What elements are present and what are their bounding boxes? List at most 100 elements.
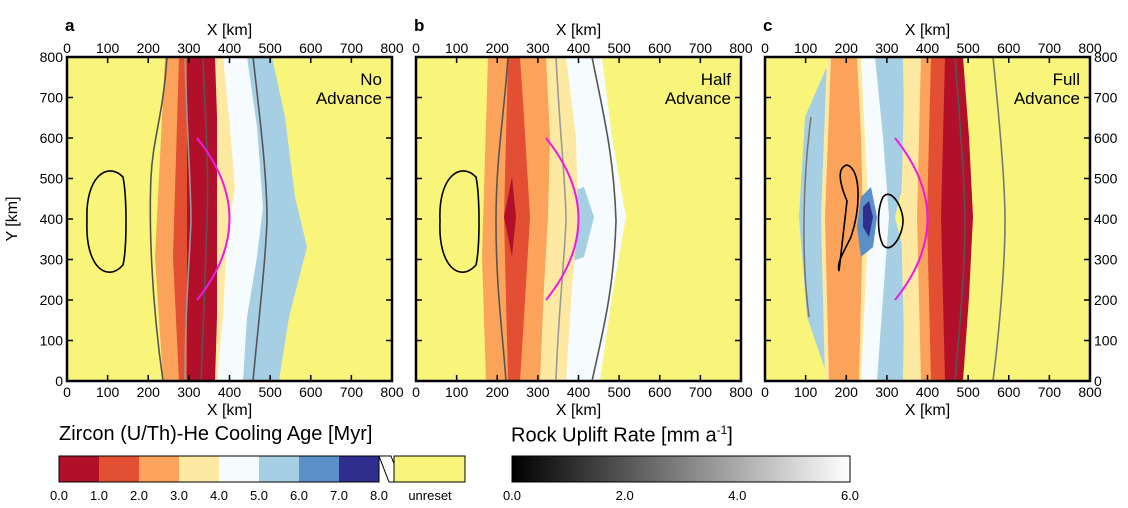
x-axis-label-top: X [km] <box>905 22 950 39</box>
age-legend-swatch <box>219 456 259 482</box>
age-legend-swatch <box>59 456 99 482</box>
x-tick-label-bottom: 800 <box>1078 384 1102 400</box>
age-band-region <box>863 201 873 237</box>
x-tick-label-top: 500 <box>258 40 282 56</box>
x-tick-label-top: 0 <box>761 40 769 56</box>
y-tick-label-right: 0 <box>1094 373 1102 389</box>
panel-annotation-line2: Advance <box>1014 89 1080 108</box>
x-tick-label-top: 300 <box>526 40 550 56</box>
panel-annotation-line2: Advance <box>316 89 382 108</box>
panel-annotation-line1: Full <box>1053 70 1080 89</box>
x-tick-label-bottom: 600 <box>997 384 1021 400</box>
uplift-legend-tick: 6.0 <box>841 488 859 503</box>
x-tick-label-bottom: 700 <box>1038 384 1062 400</box>
x-tick-label-top: 400 <box>218 40 242 56</box>
panel-b: 0 0 100 100 200 200 300 300 400 400 500 500 600 600 70… <box>412 16 753 419</box>
x-tick-label-bottom: 300 <box>875 384 899 400</box>
age-band-region <box>504 57 530 381</box>
uplift-legend-title-sup: -1 <box>716 423 728 437</box>
panel-letter: b <box>414 16 424 35</box>
panel-content <box>67 57 392 381</box>
x-tick-label-bottom: 0 <box>412 384 420 400</box>
fault-trace <box>545 137 580 301</box>
x-tick-label-top: 200 <box>137 40 161 56</box>
age-legend-title: Zircon (U/Th)-He Cooling Age [Myr] <box>59 423 373 445</box>
uplift-legend-title-end: ] <box>727 424 733 447</box>
uplift-contour <box>184 57 192 381</box>
y-tick-label-left: 600 <box>40 130 64 146</box>
x-tick-label-top: 800 <box>729 40 753 56</box>
y-tick-label-right: 800 <box>1094 49 1118 65</box>
x-tick-label-bottom: 100 <box>445 384 469 400</box>
y-tick-label-right: 400 <box>1094 211 1118 227</box>
panel-letter: c <box>763 16 772 35</box>
y-tick-label-left: 0 <box>55 373 63 389</box>
age-legend-tick: 2.0 <box>130 488 148 503</box>
uplift-legend-tick: 2.0 <box>616 488 634 503</box>
x-tick-label-top: 700 <box>340 40 364 56</box>
y-tick-label-left: 800 <box>40 49 64 65</box>
uplift-legend-bar <box>511 455 851 483</box>
age-band-region <box>187 57 217 381</box>
y-tick-label-left: 700 <box>40 90 64 106</box>
x-axis-label-top: X [km] <box>556 22 601 39</box>
uplift-contour <box>837 164 859 272</box>
x-axis-label-bottom: X [km] <box>207 402 252 419</box>
x-tick-label-top: 700 <box>689 40 713 56</box>
x-tick-label-top: 300 <box>875 40 899 56</box>
age-legend-tick: 1.0 <box>90 488 108 503</box>
unreset-swatch <box>393 455 466 483</box>
x-tick-label-top: 800 <box>380 40 404 56</box>
age-legend-swatch <box>179 456 219 482</box>
x-tick-label-bottom: 500 <box>956 384 980 400</box>
x-tick-label-bottom: 300 <box>526 384 550 400</box>
panel-content <box>765 57 1090 381</box>
x-tick-label-bottom: 400 <box>218 384 242 400</box>
x-tick-label-top: 400 <box>916 40 940 56</box>
uplift-contour <box>992 57 1006 381</box>
uplift-contour <box>149 57 168 381</box>
y-tick-label-right: 600 <box>1094 130 1118 146</box>
age-band-region <box>825 57 863 381</box>
uplift-contour <box>877 193 904 249</box>
age-legend-swatch <box>99 456 139 482</box>
age-legend-swatch <box>139 456 179 482</box>
y-tick-label-left: 300 <box>40 252 64 268</box>
y-tick-label-right: 500 <box>1094 171 1118 187</box>
x-tick-label-bottom: 200 <box>137 384 161 400</box>
uplift-legend-tick: 0.0 <box>503 488 521 503</box>
uplift-contour <box>200 57 209 381</box>
x-tick-label-top: 500 <box>956 40 980 56</box>
age-band-region <box>941 57 973 381</box>
x-tick-label-top: 100 <box>96 40 120 56</box>
x-axis-label-top: X [km] <box>207 22 252 39</box>
y-tick-label-right: 700 <box>1094 90 1118 106</box>
uplift-legend-title-main: Rock Uplift Rate [mm a <box>511 424 717 447</box>
y-tick-label-left: 500 <box>40 171 64 187</box>
y-axis-label: Y [km] <box>4 196 21 241</box>
age-legend-swatch <box>299 456 339 482</box>
age-legend-swatch <box>339 456 379 482</box>
x-tick-label-top: 600 <box>299 40 323 56</box>
x-tick-label-top: 0 <box>412 40 420 56</box>
x-tick-label-bottom: 300 <box>177 384 201 400</box>
uplift-legend-title: Rock Uplift Rate [mm a-1] <box>511 423 733 448</box>
y-tick-label-left: 100 <box>40 333 64 349</box>
x-tick-label-top: 600 <box>648 40 672 56</box>
x-tick-label-top: 700 <box>1038 40 1062 56</box>
x-tick-label-bottom: 600 <box>648 384 672 400</box>
age-legend-tick: 3.0 <box>170 488 188 503</box>
age-legend-tick: 4.0 <box>210 488 228 503</box>
x-tick-label-bottom: 500 <box>258 384 282 400</box>
x-tick-label-bottom: 200 <box>486 384 510 400</box>
x-tick-label-bottom: 100 <box>96 384 120 400</box>
x-tick-label-bottom: 700 <box>689 384 713 400</box>
panel-content <box>416 57 741 381</box>
panel-a: 0010010020020030030040040050050060060070… <box>4 16 404 419</box>
age-legend-tick: 7.0 <box>330 488 348 503</box>
age-legend-tick: 5.0 <box>250 488 268 503</box>
x-tick-label-top: 100 <box>794 40 818 56</box>
uplift-contour <box>86 170 127 273</box>
uplift-contour <box>495 57 509 381</box>
